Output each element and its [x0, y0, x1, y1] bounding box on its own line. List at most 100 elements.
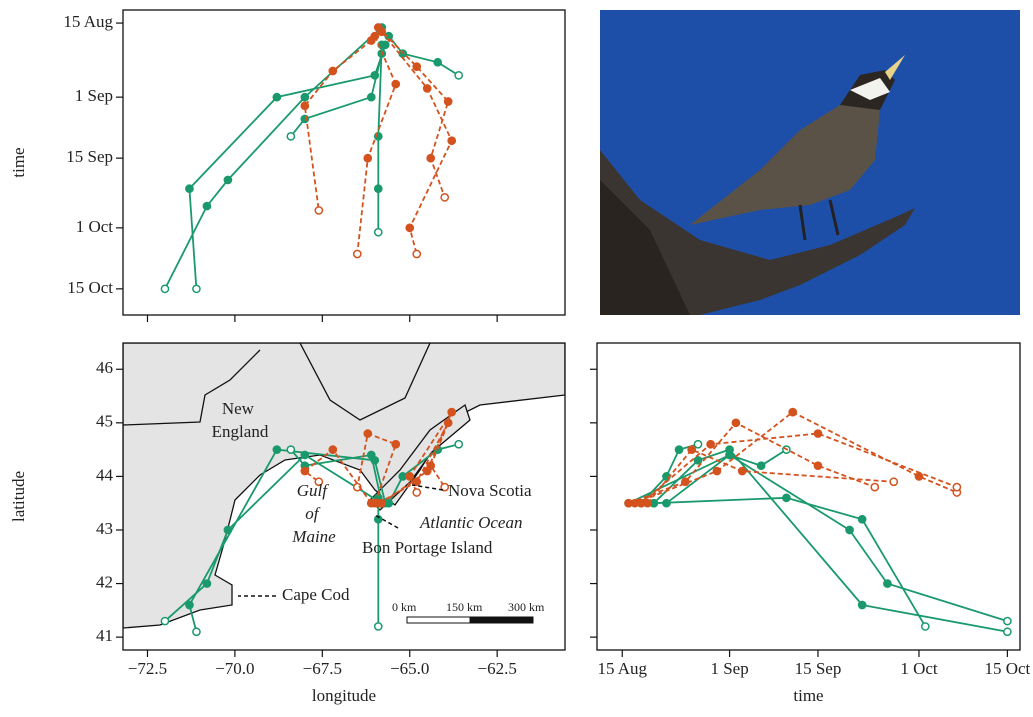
- track-line: [305, 41, 372, 211]
- track-point: [375, 185, 382, 192]
- track-point: [455, 441, 462, 448]
- y-tick-label: 45: [96, 412, 113, 431]
- track-point: [329, 446, 336, 453]
- track-point: [368, 451, 375, 458]
- tracks: [161, 24, 462, 293]
- scale-label: 0 km: [392, 600, 417, 614]
- track-point: [675, 446, 682, 453]
- y-axis-label: latitude: [9, 471, 28, 522]
- x-tick-label: −62.5: [477, 659, 516, 678]
- track-point: [890, 478, 897, 485]
- track-point: [424, 85, 431, 92]
- track-point: [739, 467, 746, 474]
- scale-label: 300 km: [508, 600, 545, 614]
- track-point: [406, 473, 413, 480]
- track-point: [406, 224, 413, 231]
- x-tick-label: −70.0: [215, 659, 254, 678]
- track-point: [203, 580, 210, 587]
- x-tick-label: 15 Oct: [984, 659, 1030, 678]
- track-point: [301, 102, 308, 109]
- track-point: [413, 250, 420, 257]
- track-point: [368, 94, 375, 101]
- track-point: [375, 623, 382, 630]
- track-point: [392, 441, 399, 448]
- track-point: [413, 63, 420, 70]
- track-point: [315, 207, 322, 214]
- track-point: [186, 601, 193, 608]
- track-point: [713, 467, 720, 474]
- track-point: [448, 137, 455, 144]
- track-point: [455, 72, 462, 79]
- y-tick-label: 15 Aug: [63, 12, 113, 31]
- track-point: [1004, 617, 1011, 624]
- y-tick-label: 15 Oct: [67, 278, 113, 297]
- track-point: [448, 409, 455, 416]
- track-point: [726, 451, 733, 458]
- track-point: [859, 601, 866, 608]
- track-point: [399, 473, 406, 480]
- y-tick-label: 15 Sep: [66, 147, 113, 166]
- track-point: [413, 489, 420, 496]
- track-point: [758, 462, 765, 469]
- track-point: [385, 500, 392, 507]
- x-tick-label: −67.5: [303, 659, 342, 678]
- track-point: [427, 155, 434, 162]
- tracks: [625, 409, 1011, 636]
- track-point: [441, 194, 448, 201]
- x-tick-label: 15 Sep: [795, 659, 842, 678]
- y-tick-label: 1 Sep: [75, 86, 113, 105]
- track-point: [378, 500, 385, 507]
- y-tick-label: 43: [96, 519, 113, 538]
- track-point: [273, 94, 280, 101]
- track-point: [871, 484, 878, 491]
- track-point: [161, 285, 168, 292]
- track-line: [654, 498, 926, 627]
- y-axis-label: time: [9, 147, 28, 177]
- track-point: [859, 516, 866, 523]
- track-point: [329, 67, 336, 74]
- track-point: [915, 473, 922, 480]
- y-tick-label: 42: [96, 572, 113, 591]
- track-point: [273, 446, 280, 453]
- track-point: [732, 419, 739, 426]
- track-point: [814, 430, 821, 437]
- annotation: Nova Scotia: [448, 481, 532, 500]
- track-point: [193, 628, 200, 635]
- x-axis-label: time: [793, 686, 823, 705]
- bird-photo: [600, 10, 1020, 315]
- track-point: [922, 623, 929, 630]
- track-point: [392, 80, 399, 87]
- track-point: [814, 462, 821, 469]
- track-point: [884, 580, 891, 587]
- y-tick-label: 1 Oct: [76, 217, 114, 236]
- track-point: [953, 484, 960, 491]
- x-axis-label: longitude: [312, 686, 376, 705]
- track-line: [165, 27, 382, 289]
- scale-label: 150 km: [446, 600, 483, 614]
- x-tick-label: 15 Aug: [597, 659, 647, 678]
- x-tick-label: −65.0: [390, 659, 429, 678]
- scale-bar: [407, 617, 533, 623]
- track-point: [694, 441, 701, 448]
- track-point: [644, 500, 651, 507]
- annotation: Gulf of Maine: [291, 481, 336, 546]
- track-point: [434, 59, 441, 66]
- x-tick-label: 1 Sep: [710, 659, 748, 678]
- x-tick-label: 1 Oct: [900, 659, 938, 678]
- y-tick-label: 44: [96, 465, 114, 484]
- y-tick-label: 41: [96, 626, 113, 645]
- track-point: [424, 467, 431, 474]
- x-tick-label: −72.5: [128, 659, 167, 678]
- track-point: [789, 409, 796, 416]
- track-point: [364, 155, 371, 162]
- y-tick-label: 46: [96, 358, 113, 377]
- track-point: [354, 250, 361, 257]
- annotation: Atlantic Ocean: [419, 513, 522, 532]
- annotation: Bon Portage Island: [362, 538, 493, 557]
- track-point: [368, 37, 375, 44]
- track-point: [783, 494, 790, 501]
- track-point: [301, 467, 308, 474]
- track-point: [368, 500, 375, 507]
- track-point: [445, 98, 452, 105]
- track-point: [846, 526, 853, 533]
